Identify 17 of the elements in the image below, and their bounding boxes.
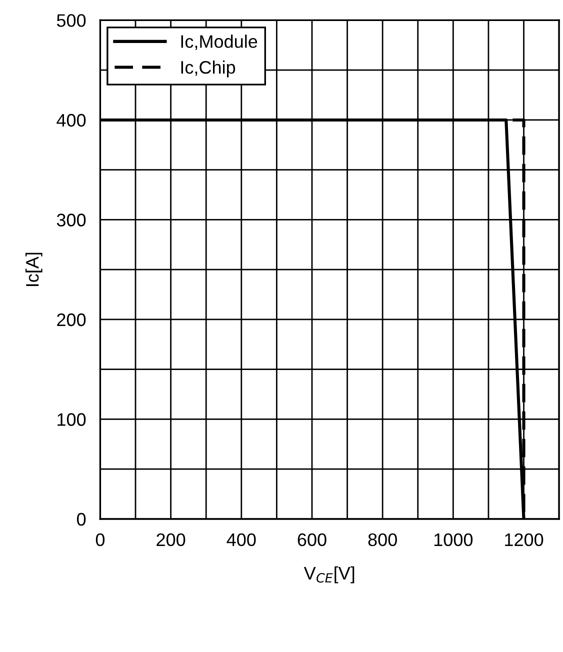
x-tick-label: 800 xyxy=(368,533,397,546)
x-tick-label: 0 xyxy=(96,533,105,546)
x-tick-label: 400 xyxy=(226,533,256,546)
x-tick-label: 1200 xyxy=(505,533,544,546)
legend-label: Ic,Module xyxy=(181,34,258,50)
x-tick-label: 200 xyxy=(156,533,186,546)
y-tick-label: 500 xyxy=(56,14,86,27)
legend-label: Ic,Chip xyxy=(181,60,236,78)
y-tick-label: 0 xyxy=(76,512,86,526)
x-axis-title: V$_{CE}$[V] xyxy=(304,566,354,584)
x-tick-label: 600 xyxy=(298,533,326,546)
y-tick-label: 400 xyxy=(56,114,86,127)
y-axis-title: Ic[A] xyxy=(25,252,42,286)
y-tick-label: 300 xyxy=(56,214,86,226)
y-tick-label: 100 xyxy=(58,413,86,426)
x-tick-label: 1000 xyxy=(434,533,473,546)
y-tick-label: 200 xyxy=(57,313,86,326)
